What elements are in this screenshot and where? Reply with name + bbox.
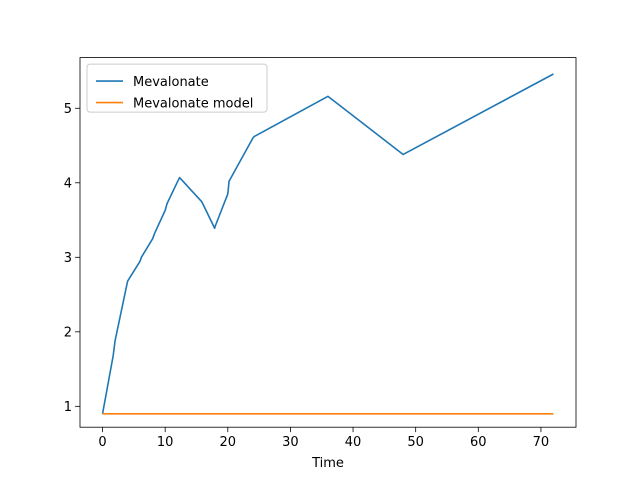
y-tick-label: 2 bbox=[64, 325, 72, 340]
series-line-0 bbox=[101, 73, 554, 414]
y-tick-label: 4 bbox=[64, 176, 72, 191]
legend-box bbox=[86, 63, 268, 113]
x-tick-label: 60 bbox=[470, 435, 487, 450]
series-layer bbox=[101, 73, 554, 415]
x-tick-label: 50 bbox=[407, 435, 424, 450]
x-tick-label: 30 bbox=[282, 435, 299, 450]
x-tick-label: 10 bbox=[157, 435, 174, 450]
x-tick-label: 40 bbox=[345, 435, 362, 450]
x-tick-label: 70 bbox=[533, 435, 550, 450]
x-axis-title: Time bbox=[311, 456, 344, 471]
legend-label-1: Mevalonate model bbox=[133, 97, 253, 112]
plot-frame bbox=[79, 57, 577, 428]
y-tick-label: 3 bbox=[64, 251, 72, 266]
legend: Mevalonate Mevalonate model bbox=[86, 63, 268, 113]
x-tick-label: 20 bbox=[220, 435, 237, 450]
y-tick-label: 5 bbox=[64, 102, 72, 117]
y-tick-label: 1 bbox=[64, 400, 72, 415]
x-axis: 0 10 20 30 40 50 60 70 bbox=[98, 427, 549, 450]
y-axis: 1 2 3 4 5 bbox=[64, 102, 80, 415]
legend-label-0: Mevalonate bbox=[133, 75, 209, 90]
x-tick-label: 0 bbox=[98, 435, 106, 450]
